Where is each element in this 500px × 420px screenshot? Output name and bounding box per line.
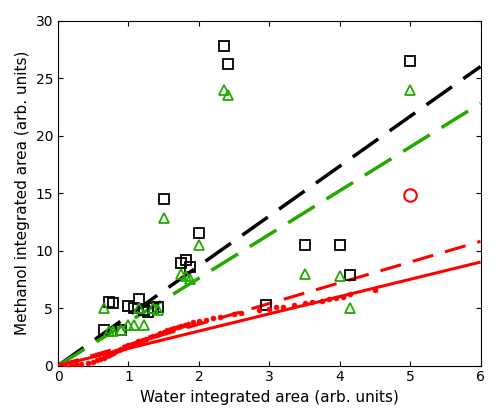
X-axis label: Water integrated area (arb. units): Water integrated area (arb. units) (140, 390, 398, 405)
Y-axis label: Methanol integrated area (arb. units): Methanol integrated area (arb. units) (15, 51, 30, 335)
